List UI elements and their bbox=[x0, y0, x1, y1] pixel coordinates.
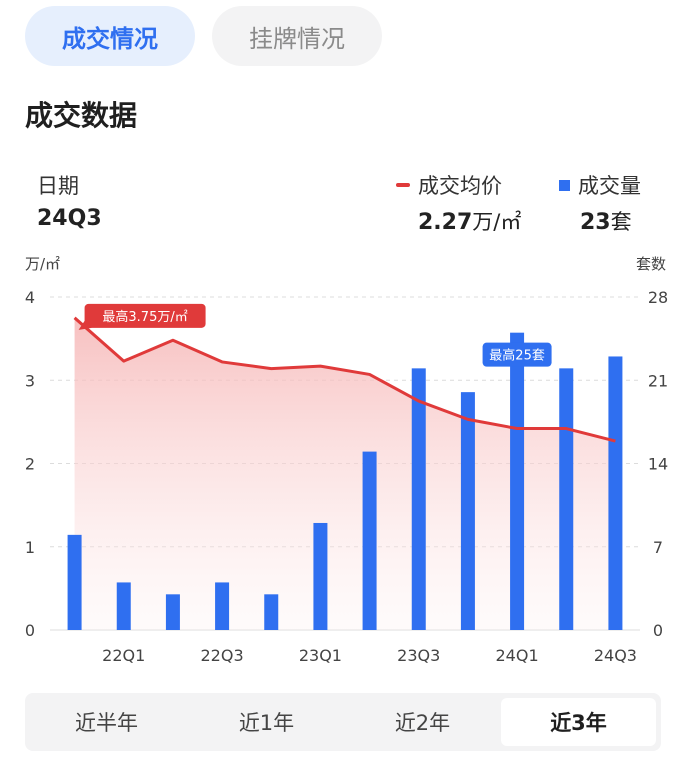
line-legend-icon bbox=[396, 183, 410, 187]
price-point[interactable] bbox=[221, 360, 224, 363]
date-value: 24Q3 bbox=[37, 206, 102, 231]
volume-bar[interactable] bbox=[460, 392, 475, 630]
x-tick-label: 23Q1 bbox=[299, 646, 342, 665]
y-left-tick-label: 2 bbox=[25, 455, 35, 474]
annotation-text: 最高25套 bbox=[489, 348, 545, 364]
volume-bar[interactable] bbox=[215, 582, 230, 630]
volume-number: 23 bbox=[580, 210, 611, 235]
volume-bar[interactable] bbox=[559, 368, 574, 630]
annotation-box bbox=[84, 303, 206, 328]
price-number: 2.27 bbox=[418, 210, 473, 235]
y-left-tick-label: 0 bbox=[25, 621, 35, 640]
price-area bbox=[74, 317, 616, 630]
price-point[interactable] bbox=[516, 427, 519, 430]
y-left-tick-label: 4 bbox=[25, 288, 35, 307]
y-right-axis-label: 套数 bbox=[636, 255, 666, 273]
annotation-text: 最高3.75万/㎡ bbox=[102, 309, 187, 325]
price-point[interactable] bbox=[417, 400, 420, 403]
tab-deal-status[interactable]: 成交情况 bbox=[25, 6, 195, 66]
price-line bbox=[73, 316, 616, 443]
y-right-tick-label: 21 bbox=[648, 371, 668, 390]
volume-bar[interactable] bbox=[165, 594, 180, 630]
volume-bar[interactable] bbox=[67, 534, 82, 630]
range-3-years[interactable]: 近3年 bbox=[501, 698, 656, 746]
volume-bar[interactable] bbox=[510, 332, 525, 630]
legend-volume-label: 成交量 bbox=[578, 174, 641, 198]
section-title: 成交数据 bbox=[25, 99, 138, 132]
volume-bar[interactable] bbox=[362, 451, 377, 630]
tab-listing-status[interactable]: 挂牌情况 bbox=[212, 6, 382, 66]
y-left-axis-label: 万/㎡ bbox=[25, 255, 60, 273]
price-value: 2.27万/㎡ bbox=[418, 206, 521, 236]
price-point[interactable] bbox=[466, 418, 469, 421]
annotation-pointer bbox=[78, 320, 92, 330]
x-tick-label: 24Q1 bbox=[496, 646, 539, 665]
range-2-years[interactable]: 近2年 bbox=[394, 711, 451, 735]
date-label: 日期 bbox=[37, 174, 79, 198]
range-selector: 近半年 近1年 近2年 近3年 bbox=[25, 693, 661, 751]
price-point[interactable] bbox=[73, 316, 76, 319]
price-point[interactable] bbox=[368, 373, 371, 376]
range-1-year[interactable]: 近1年 bbox=[238, 711, 295, 735]
legend-price: 成交均价 bbox=[396, 170, 502, 200]
volume-bar[interactable] bbox=[264, 594, 279, 630]
price-point[interactable] bbox=[614, 440, 617, 443]
price-point[interactable] bbox=[171, 339, 174, 342]
volume-bar[interactable] bbox=[116, 582, 131, 630]
volume-bar[interactable] bbox=[608, 356, 623, 630]
annotation-box bbox=[482, 342, 552, 367]
volume-bar[interactable] bbox=[313, 522, 328, 630]
legend-price-label: 成交均价 bbox=[418, 174, 502, 198]
x-tick-label: 22Q1 bbox=[102, 646, 145, 665]
price-point[interactable] bbox=[270, 367, 273, 370]
y-right-tick-label: 0 bbox=[653, 621, 663, 640]
y-right-tick-label: 7 bbox=[653, 538, 663, 557]
volume-value: 23套 bbox=[580, 206, 632, 236]
y-right-tick-label: 28 bbox=[648, 288, 668, 307]
price-unit: 万/㎡ bbox=[472, 210, 522, 234]
price-point[interactable] bbox=[319, 365, 322, 368]
max-price-annotation: 最高3.75万/㎡ bbox=[78, 303, 206, 330]
volume-bar[interactable] bbox=[411, 368, 426, 630]
range-half-year[interactable]: 近半年 bbox=[75, 711, 138, 735]
volume-unit: 套 bbox=[610, 210, 632, 234]
x-tick-label: 23Q3 bbox=[397, 646, 440, 665]
max-volume-annotation: 最高25套 bbox=[482, 342, 552, 367]
price-point[interactable] bbox=[565, 427, 568, 430]
x-tick-label: 22Q3 bbox=[201, 646, 244, 665]
x-tick-label: 24Q3 bbox=[594, 646, 637, 665]
y-left-tick-label: 1 bbox=[25, 538, 35, 557]
y-left-tick-label: 3 bbox=[25, 371, 35, 390]
square-legend-icon bbox=[559, 179, 570, 191]
price-point[interactable] bbox=[122, 360, 125, 363]
legend-volume: 成交量 bbox=[559, 170, 641, 200]
y-right-tick-label: 14 bbox=[648, 455, 668, 474]
